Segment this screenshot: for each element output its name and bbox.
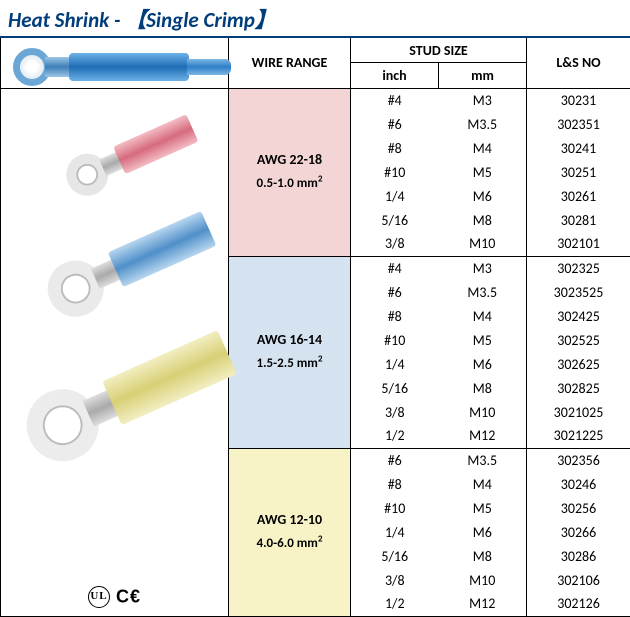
cell-inch: 5/16 (351, 544, 439, 568)
col-mm: mm (439, 63, 527, 88)
cell-lsno: 302101 (527, 232, 630, 256)
terminal-yellow-icon (28, 300, 261, 477)
title-main: Heat Shrink - (8, 7, 120, 33)
cell-mm: M6 (439, 184, 527, 208)
cell-mm: M5 (439, 328, 527, 352)
wire-range-mm2: 0.5-1.0 mm2 (257, 176, 323, 191)
cell-mm: M8 (439, 544, 527, 568)
terminal-illustration-icon (5, 40, 224, 86)
cell-mm: M12 (439, 592, 527, 616)
title-bracket-close: 】 (255, 7, 276, 33)
cell-mm: M12 (439, 424, 527, 448)
cell-mm: M4 (439, 304, 527, 328)
wire-range-mm2: 1.5-2.5 mm2 (257, 356, 323, 371)
wire-range-awg: AWG 22-18 (257, 151, 322, 168)
cell-mm: M8 (439, 208, 527, 232)
cell-inch: 1/2 (351, 592, 439, 616)
col-inch: inch (351, 63, 439, 88)
table-row: ULC€AWG 22-180.5-1.0 mm2#4M330231 (1, 88, 630, 112)
cell-lsno: 30281 (527, 208, 630, 232)
wire-range-awg: AWG 12-10 (257, 511, 322, 528)
cell-inch: 1/4 (351, 352, 439, 376)
cell-inch: #8 (351, 304, 439, 328)
page-title: Heat Shrink - 【Single Crimp】 (0, 0, 630, 36)
cell-mm: M3.5 (439, 280, 527, 304)
cell-lsno: 302625 (527, 352, 630, 376)
cell-mm: M10 (439, 232, 527, 256)
cell-inch: 5/16 (351, 208, 439, 232)
certification-marks: UL C€ (5, 586, 224, 608)
ul-mark-icon: UL (88, 586, 110, 608)
ce-mark-icon: C€ (116, 586, 141, 606)
wire-range-cell: AWG 22-18 0.5-1.0 mm2 (229, 88, 351, 256)
cell-lsno: 302525 (527, 328, 630, 352)
cell-lsno: 30266 (527, 520, 630, 544)
col-stud-size: STUD SIZE (351, 38, 527, 63)
cell-inch: 5/16 (351, 376, 439, 400)
cell-mm: M10 (439, 568, 527, 592)
cell-lsno: 302351 (527, 112, 630, 136)
cell-mm: M5 (439, 160, 527, 184)
wire-range-cell: AWG 16-14 1.5-2.5 mm2 (229, 256, 351, 448)
cell-lsno: 3021025 (527, 400, 630, 424)
cell-inch: 3/8 (351, 232, 439, 256)
cell-inch: #6 (351, 448, 439, 472)
cell-inch: 3/8 (351, 568, 439, 592)
wire-range-mm2: 4.0-6.0 mm2 (257, 536, 323, 551)
cell-lsno: 30286 (527, 544, 630, 568)
title-sub: Single Crimp (146, 7, 255, 33)
cell-lsno: 30256 (527, 496, 630, 520)
cell-inch: #6 (351, 280, 439, 304)
cell-lsno: 302106 (527, 568, 630, 592)
cell-mm: M6 (439, 520, 527, 544)
spec-table: WIRE RANGE STUD SIZE L&S NO inch mm ULC€… (0, 38, 630, 617)
cell-lsno: 30251 (527, 160, 630, 184)
cell-inch: #10 (351, 328, 439, 352)
product-image-cell: UL C€ (1, 88, 229, 616)
cell-inch: #6 (351, 112, 439, 136)
col-lsno: L&S NO (527, 38, 630, 88)
cell-lsno: 30261 (527, 184, 630, 208)
cell-inch: #10 (351, 160, 439, 184)
cell-lsno: 302425 (527, 304, 630, 328)
col-wire-range: WIRE RANGE (229, 38, 351, 88)
cell-lsno: 302126 (527, 592, 630, 616)
cell-mm: M3.5 (439, 448, 527, 472)
cell-mm: M3 (439, 88, 527, 112)
product-variants-illustration-icon: UL C€ (5, 91, 224, 614)
cell-inch: 3/8 (351, 400, 439, 424)
cell-mm: M4 (439, 472, 527, 496)
cell-mm: M4 (439, 136, 527, 160)
wire-range-cell: AWG 12-10 4.0-6.0 mm2 (229, 448, 351, 616)
cell-lsno: 302325 (527, 256, 630, 280)
cell-inch: 1/4 (351, 520, 439, 544)
cell-mm: M5 (439, 496, 527, 520)
cell-inch: #10 (351, 496, 439, 520)
cell-lsno: 3021225 (527, 424, 630, 448)
cell-mm: M10 (439, 400, 527, 424)
cell-inch: 1/4 (351, 184, 439, 208)
cell-lsno: 3023525 (527, 280, 630, 304)
cell-lsno: 302825 (527, 376, 630, 400)
cell-inch: #4 (351, 256, 439, 280)
terminal-red-icon (66, 97, 209, 205)
header-product-image (1, 38, 229, 88)
cell-inch: #8 (351, 472, 439, 496)
cell-inch: 1/2 (351, 424, 439, 448)
cell-inch: #8 (351, 136, 439, 160)
title-bracket-open: 【 (125, 7, 146, 33)
cell-mm: M6 (439, 352, 527, 376)
cell-lsno: 30231 (527, 88, 630, 112)
cell-mm: M3 (439, 256, 527, 280)
cell-lsno: 30246 (527, 472, 630, 496)
cell-mm: M3.5 (439, 112, 527, 136)
cell-mm: M8 (439, 376, 527, 400)
cell-inch: #4 (351, 88, 439, 112)
cell-lsno: 302356 (527, 448, 630, 472)
cell-lsno: 30241 (527, 136, 630, 160)
wire-range-awg: AWG 16-14 (257, 331, 322, 348)
